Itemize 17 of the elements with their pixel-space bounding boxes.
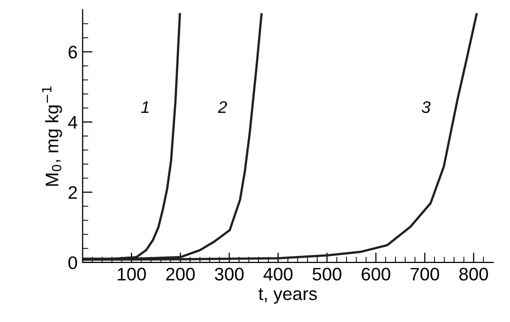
y-tick-label: 6 (68, 46, 77, 59)
series-label: 3 (422, 101, 431, 114)
x-tick-label: 500 (312, 268, 342, 281)
y-tick-label: 2 (68, 186, 77, 199)
x-tick-label: 400 (263, 268, 292, 281)
x-tick-label: 800 (459, 268, 488, 281)
x-axis-title: t, years (258, 288, 317, 304)
y-tick-label: 4 (68, 116, 78, 129)
series-label: 1 (141, 101, 149, 113)
x-tick-label: 300 (214, 268, 244, 281)
series-label: 2 (218, 101, 227, 113)
x-tick-label: 200 (166, 268, 195, 281)
y-tick-label: 0 (68, 256, 78, 270)
x-tick-label: 600 (362, 268, 390, 281)
x-tick-label: 100 (118, 268, 146, 281)
x-tick-label: 700 (410, 268, 440, 281)
y-axis-title: M$_{0}$, mg kg$^{−1}$ (42, 86, 62, 186)
